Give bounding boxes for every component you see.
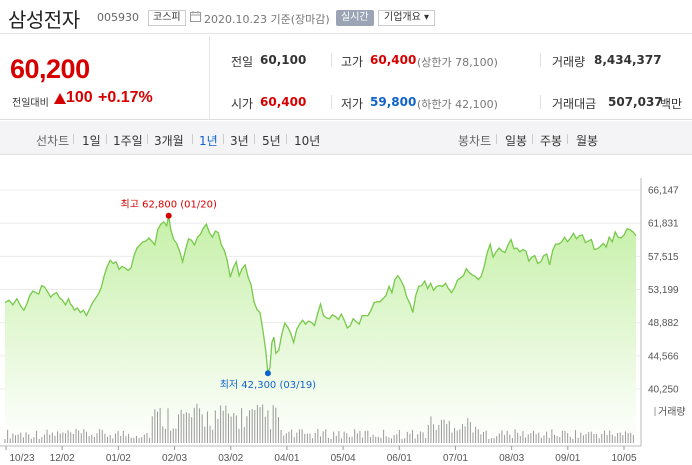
divider xyxy=(540,95,541,109)
divider xyxy=(192,134,193,144)
price-summary: 60,200 전일대비 100 +0.17% 전일 60,100 고가 60,4… xyxy=(0,36,692,120)
y-tick-label: 53,199 xyxy=(648,285,679,296)
x-tick-label: 12/02 xyxy=(50,453,75,464)
change-label: 전일대비 xyxy=(12,98,49,109)
x-tick-label: 10/23 xyxy=(9,453,34,464)
market-badge: 코스피 xyxy=(148,10,186,26)
chart-period-tabs: 선차트 1일 1주일 3개월 1년 3년 5년 10년 봉차트 일봉 주봉 월봉 xyxy=(0,121,692,155)
y-tick-label: 66,147 xyxy=(648,186,679,197)
divider xyxy=(223,134,224,144)
price-area xyxy=(5,215,636,443)
stock-name: 삼성전자 xyxy=(8,8,80,32)
y-tick-label: 40,250 xyxy=(648,385,679,396)
x-tick-label: 06/01 xyxy=(387,453,412,464)
low-value: 59,800 xyxy=(370,95,417,109)
low-annotation: 최저 42,300 (03/19) xyxy=(220,379,316,391)
volume-value: 8,434,377 xyxy=(594,53,662,67)
volume-legend: 거래량 xyxy=(658,406,686,418)
y-tick-label: 57,515 xyxy=(648,252,679,263)
tab-5year[interactable]: 5년 xyxy=(262,134,281,148)
x-tick-label: 01/02 xyxy=(106,453,131,464)
divider xyxy=(73,134,74,144)
price-change: 100 xyxy=(66,89,93,106)
divider xyxy=(286,134,287,144)
tab-1week[interactable]: 1주일 xyxy=(113,134,143,148)
high-value: 60,400 xyxy=(370,53,417,67)
divider xyxy=(567,134,568,144)
price-line xyxy=(4,215,637,374)
volume-label: 거래량 xyxy=(552,55,586,69)
trade-amount-unit: 백만 xyxy=(660,97,683,111)
divider xyxy=(331,95,332,109)
current-price-panel: 60,200 전일대비 100 +0.17% xyxy=(0,36,210,120)
current-price: 60,200 xyxy=(10,54,90,84)
reference-date: 2020.10.23 기준(장마감) xyxy=(204,13,330,26)
divider xyxy=(532,134,533,144)
up-triangle-icon xyxy=(54,93,66,104)
tab-1day[interactable]: 1일 xyxy=(82,134,101,148)
lower-limit: (하한가 42,100) xyxy=(417,98,498,111)
candle-chart-header: 봉차트 xyxy=(458,134,492,148)
upper-limit: (상한가 78,100) xyxy=(417,56,498,69)
tab-daily-candle[interactable]: 일봉 xyxy=(505,134,528,148)
x-tick-label: 10/05 xyxy=(611,453,636,464)
tab-monthly-candle[interactable]: 월봉 xyxy=(576,134,599,148)
divider xyxy=(147,134,148,144)
tab-3year[interactable]: 3년 xyxy=(230,134,249,148)
divider xyxy=(254,134,255,144)
x-tick-label: 02/03 xyxy=(162,453,187,464)
tab-3month[interactable]: 3개월 xyxy=(154,134,184,148)
x-tick-label: 09/01 xyxy=(555,453,580,464)
x-tick-label: 04/01 xyxy=(274,453,299,464)
stock-code: 005930 xyxy=(97,11,139,24)
y-tick-label: 44,566 xyxy=(648,351,679,362)
y-tick-label: 48,882 xyxy=(648,318,679,329)
x-tick-label: 08/03 xyxy=(499,453,524,464)
divider xyxy=(496,134,497,144)
realtime-button[interactable]: 실시간 xyxy=(336,10,374,26)
price-change-percent: +0.17% xyxy=(98,89,153,106)
x-tick-label: 03/02 xyxy=(218,453,243,464)
prev-close-label: 전일 xyxy=(231,55,254,69)
high-label: 고가 xyxy=(341,55,364,69)
company-overview-dropdown[interactable]: 기업개요 ▾ xyxy=(378,10,435,26)
tab-1year[interactable]: 1년 xyxy=(199,134,218,148)
trade-amount-label: 거래대금 xyxy=(552,97,597,111)
prev-close-value: 60,100 xyxy=(260,53,307,67)
low-label: 저가 xyxy=(341,97,364,111)
high-marker xyxy=(165,212,172,219)
calendar-icon xyxy=(190,11,201,22)
x-tick-label: 05/04 xyxy=(331,453,356,464)
high-annotation: 최고 62,800 (01/20) xyxy=(121,199,217,211)
tab-10year[interactable]: 10년 xyxy=(294,134,321,148)
open-value: 60,400 xyxy=(260,95,307,109)
divider xyxy=(331,53,332,67)
divider xyxy=(540,53,541,67)
stock-header: 삼성전자 005930 코스피 2020.10.23 기준(장마감) 실시간 기… xyxy=(0,0,692,34)
line-chart-header: 선차트 xyxy=(36,134,70,148)
open-label: 시가 xyxy=(231,97,254,111)
y-tick-label: 61,831 xyxy=(648,219,679,230)
divider xyxy=(106,134,107,144)
tab-weekly-candle[interactable]: 주봉 xyxy=(540,134,563,148)
x-tick-label: 07/01 xyxy=(443,453,468,464)
trade-amount-value: 507,037 xyxy=(608,95,663,109)
price-chart[interactable]: 66,147 61,831 57,515 53,199 48,882 44,566 40,2… xyxy=(0,156,692,465)
low-marker xyxy=(264,370,271,377)
